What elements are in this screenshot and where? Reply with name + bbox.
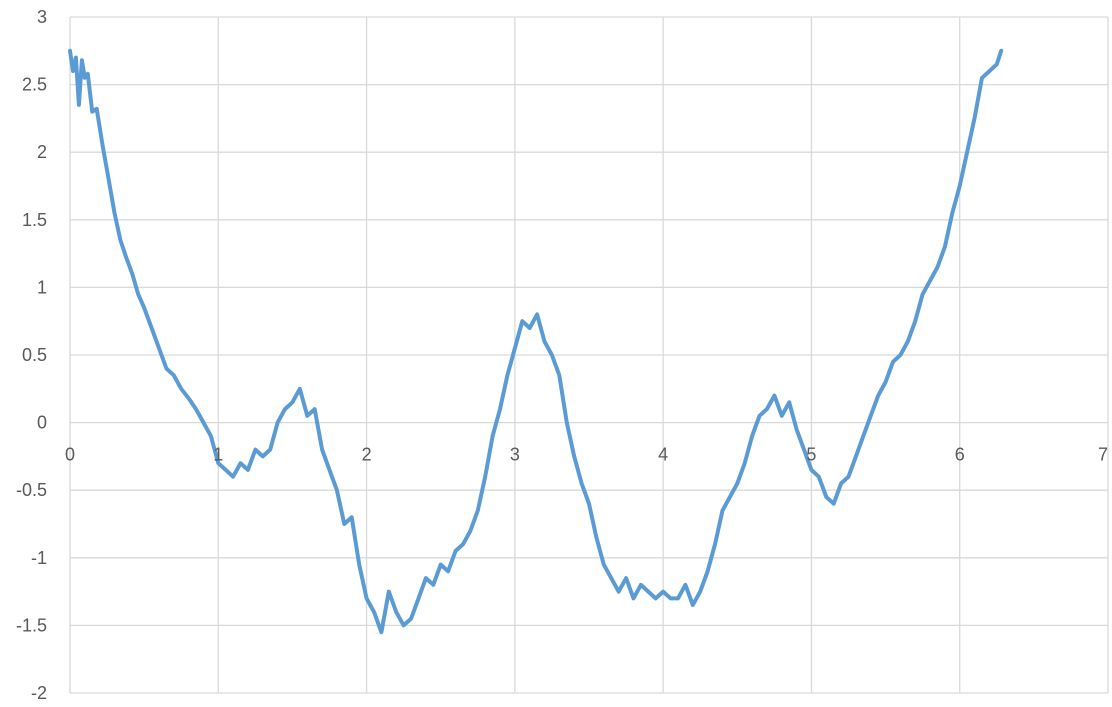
y-axis-tick-labels: 3 2.5 2 1.5 1 0.5 0 -0.5 -1 -1.5 -2 xyxy=(16,7,47,703)
y-tick-label: 2 xyxy=(37,142,47,162)
x-tick-label: 0 xyxy=(65,445,75,465)
y-tick-label: 0.5 xyxy=(22,345,47,365)
y-tick-label: 2.5 xyxy=(22,75,47,95)
y-tick-label: -1.5 xyxy=(16,615,47,635)
x-tick-label: 2 xyxy=(362,445,372,465)
y-tick-label: -0.5 xyxy=(16,480,47,500)
horizontal-gridlines xyxy=(70,16,1108,694)
y-tick-label: -2 xyxy=(31,683,47,703)
x-tick-label: 4 xyxy=(658,445,668,465)
x-tick-label: 5 xyxy=(806,445,816,465)
y-tick-label: -1 xyxy=(31,548,47,568)
x-tick-label: 3 xyxy=(510,445,520,465)
y-tick-label: 1 xyxy=(37,277,47,297)
y-tick-label: 3 xyxy=(37,7,47,27)
y-tick-label: 1.5 xyxy=(22,210,47,230)
series-line xyxy=(68,48,1004,635)
y-tick-label: 0 xyxy=(37,413,47,433)
x-tick-label: 7 xyxy=(1098,445,1108,465)
x-tick-label: 6 xyxy=(955,445,965,465)
x-tick-label: 1 xyxy=(213,445,223,465)
x-axis-tick-labels: 0 1 2 3 4 5 6 7 xyxy=(65,445,1108,465)
